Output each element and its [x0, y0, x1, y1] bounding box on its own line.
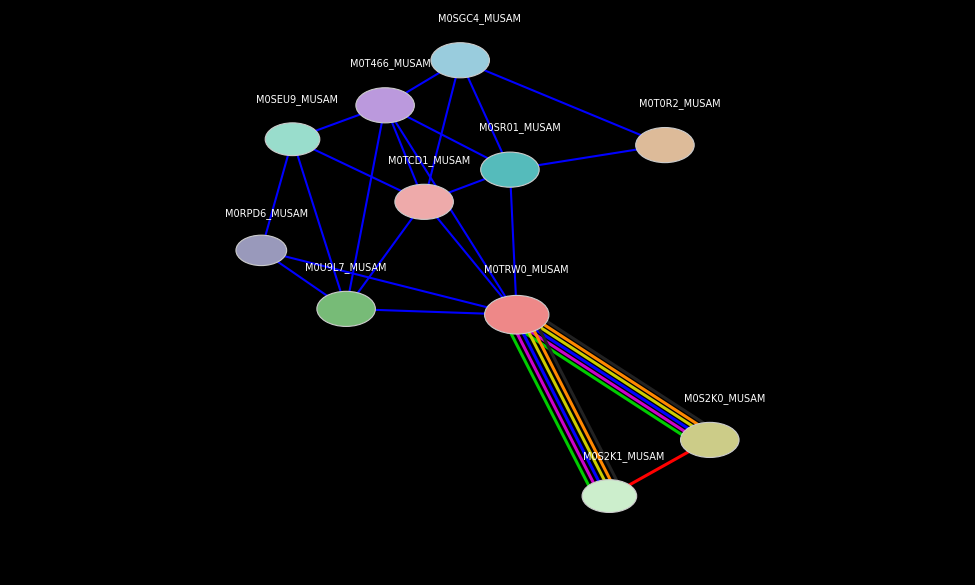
Text: M0S2K1_MUSAM: M0S2K1_MUSAM [583, 451, 665, 462]
Text: M0U9L7_MUSAM: M0U9L7_MUSAM [305, 261, 387, 273]
Text: M0RPD6_MUSAM: M0RPD6_MUSAM [224, 208, 308, 219]
Circle shape [481, 152, 539, 187]
Circle shape [395, 184, 453, 219]
Circle shape [317, 291, 375, 326]
Text: M0S2K0_MUSAM: M0S2K0_MUSAM [683, 393, 765, 404]
Circle shape [681, 422, 739, 457]
Circle shape [485, 295, 549, 334]
Circle shape [356, 88, 414, 123]
Text: M0T466_MUSAM: M0T466_MUSAM [350, 58, 430, 69]
Circle shape [636, 128, 694, 163]
Text: M0SR01_MUSAM: M0SR01_MUSAM [479, 122, 561, 133]
Circle shape [265, 123, 320, 156]
Text: M0TCD1_MUSAM: M0TCD1_MUSAM [388, 154, 470, 166]
Text: M0SEU9_MUSAM: M0SEU9_MUSAM [256, 94, 338, 105]
Text: M0SGC4_MUSAM: M0SGC4_MUSAM [438, 13, 522, 24]
Circle shape [431, 43, 489, 78]
Circle shape [582, 480, 637, 512]
Text: M0TRW0_MUSAM: M0TRW0_MUSAM [485, 264, 568, 275]
Text: M0T0R2_MUSAM: M0T0R2_MUSAM [639, 98, 721, 109]
Circle shape [236, 235, 287, 266]
